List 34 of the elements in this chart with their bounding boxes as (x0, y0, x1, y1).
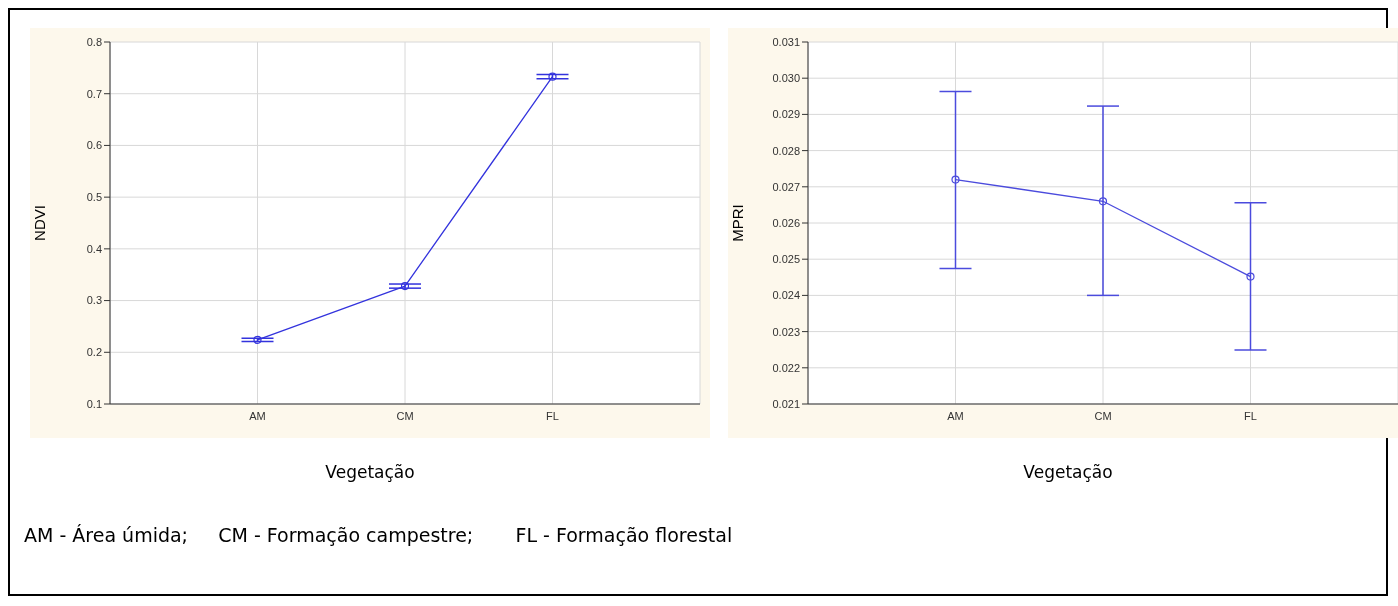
y-tick-label: 0.029 (772, 108, 800, 121)
x-tick-label: AM (249, 409, 266, 422)
y-axis-title: NDVI (31, 205, 49, 241)
y-tick-label: 0.8 (86, 35, 102, 48)
x-axis-title: Vegetação (1022, 462, 1114, 482)
y-tick-label: 0.030 (772, 72, 800, 85)
y-tick-label: 0.024 (772, 289, 800, 302)
x-tick-label: CM (396, 409, 414, 422)
x-tick-label: FL (1244, 409, 1257, 422)
y-tick-label: 0.4 (86, 242, 102, 255)
point (951, 175, 960, 184)
y-tick-label: 0.2 (86, 346, 102, 359)
y-tick-label: 0.5 (86, 191, 102, 204)
y-tick-label: 0.1 (86, 397, 102, 410)
x-tick-label: CM (1094, 409, 1112, 422)
point (1098, 197, 1108, 206)
y-tick-label: 0.031 (772, 35, 800, 48)
y-tick-label: 0.025 (772, 253, 800, 266)
y-tick-label: 0.023 (772, 325, 800, 338)
y-tick-label: 0.028 (772, 144, 800, 157)
y-axis-title: MPRI (729, 204, 747, 242)
y-tick-label: 0.021 (772, 397, 800, 410)
y-tick-label: 0.027 (772, 180, 800, 193)
y-tick-label: 0.7 (86, 87, 102, 100)
y-tick-label: 0.026 (772, 216, 800, 229)
text: AM - Área úmida; CM - Formação campestre; FL - Formação florestal (24, 524, 733, 546)
y-tick-label: 0.3 (86, 294, 102, 307)
x-tick-label: FL (546, 409, 559, 422)
point (400, 281, 410, 291)
y-tick-label: 0.6 (86, 139, 102, 152)
x-tick-label: AM (947, 409, 964, 422)
x-axis-title: Vegetação (324, 462, 416, 482)
y-tick-label: 0.022 (772, 361, 800, 374)
point (1246, 272, 1255, 281)
